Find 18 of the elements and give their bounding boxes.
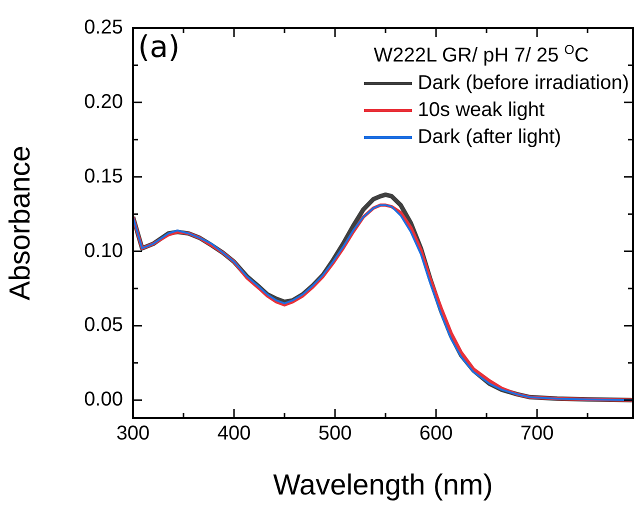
legend-label: Dark (before irradiation) — [418, 70, 629, 96]
x-tick-label: 500 — [318, 422, 352, 445]
y-axis-title: Absorbance — [4, 146, 36, 300]
x-tick-label: 300 — [116, 422, 150, 445]
y-tick-label: 0.15 — [84, 165, 123, 188]
x-tick-label: 700 — [520, 422, 554, 445]
y-tick-label: 0.25 — [84, 16, 123, 39]
y-tick-label: 0.00 — [84, 388, 123, 411]
y-tick-label: 0.20 — [84, 90, 123, 113]
annotation: (a) — [138, 30, 180, 65]
x-axis-title: Wavelength (nm) — [273, 470, 493, 502]
y-tick-label: 0.10 — [84, 240, 123, 262]
legend-label: Dark (after light) — [418, 124, 562, 150]
x-tick-label: 600 — [419, 422, 453, 445]
legend-label: 10s weak light — [418, 98, 545, 123]
x-tick-label: 400 — [217, 422, 251, 445]
y-tick-label: 0.05 — [84, 314, 123, 336]
legend-title: W222L GR/ pH 7/ 25 $^{O}$C — [372, 41, 590, 69]
